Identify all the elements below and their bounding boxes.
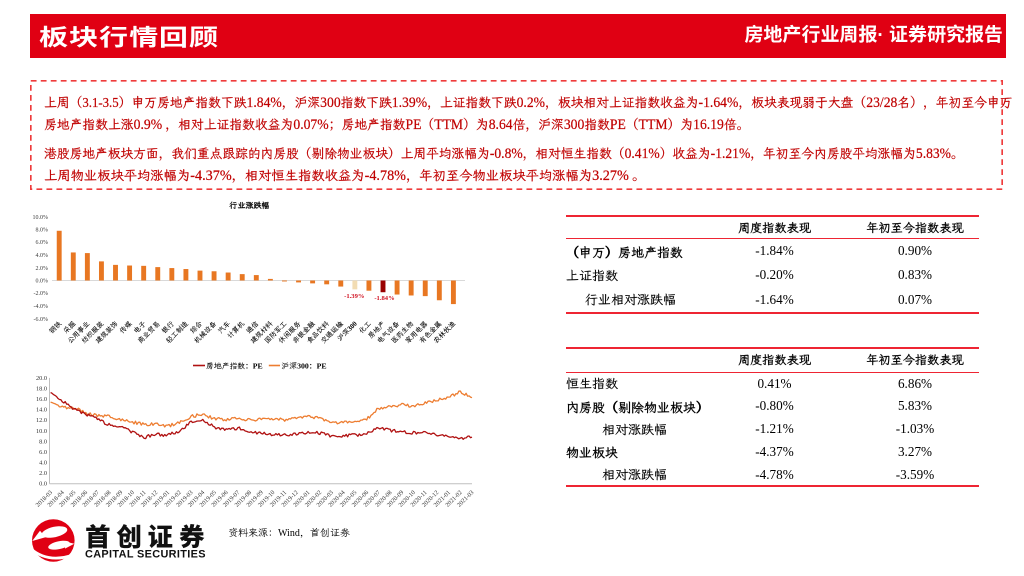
svg-text:20.0: 20.0 xyxy=(36,375,47,382)
svg-text:6.0: 6.0 xyxy=(39,449,47,456)
svg-text:0.0: 0.0 xyxy=(39,481,47,488)
svg-text:-1.84%: -1.84% xyxy=(374,295,394,302)
svg-text:钢铁: 钢铁 xyxy=(47,319,63,335)
svg-text:4.0%: 4.0% xyxy=(36,253,49,259)
svg-text:房地产指数：PE: 房地产指数：PE xyxy=(206,362,263,372)
svg-text:16.0: 16.0 xyxy=(36,396,47,403)
svg-text:8.0%: 8.0% xyxy=(36,228,49,234)
svg-text:10.0%: 10.0% xyxy=(33,215,49,221)
svg-text:10.0: 10.0 xyxy=(36,428,47,435)
svg-text:CAPITAL SECURITIES: CAPITAL SECURITIES xyxy=(85,549,206,561)
svg-text:8.0: 8.0 xyxy=(39,438,47,445)
svg-text:2.0%: 2.0% xyxy=(36,266,49,272)
svg-text:首创证券: 首创证券 xyxy=(85,517,210,554)
svg-text:-4.0%: -4.0% xyxy=(34,304,49,310)
svg-text:4.0: 4.0 xyxy=(39,460,47,467)
svg-text:沪深300：PE: 沪深300：PE xyxy=(282,362,327,372)
svg-text:0.0%: 0.0% xyxy=(36,279,49,285)
svg-text:-1.39%: -1.39% xyxy=(344,293,364,300)
svg-text:18.0: 18.0 xyxy=(36,386,47,393)
svg-text:-6.0%: -6.0% xyxy=(34,317,49,323)
svg-text:2.0: 2.0 xyxy=(39,470,47,477)
svg-text:-2.0%: -2.0% xyxy=(34,291,49,297)
svg-text:12.0: 12.0 xyxy=(36,417,47,424)
svg-text:行业涨跌幅: 行业涨跌幅 xyxy=(229,201,270,211)
svg-text:14.0: 14.0 xyxy=(36,407,47,414)
svg-text:传媒: 传媒 xyxy=(117,318,134,335)
svg-text:6.0%: 6.0% xyxy=(36,240,49,246)
